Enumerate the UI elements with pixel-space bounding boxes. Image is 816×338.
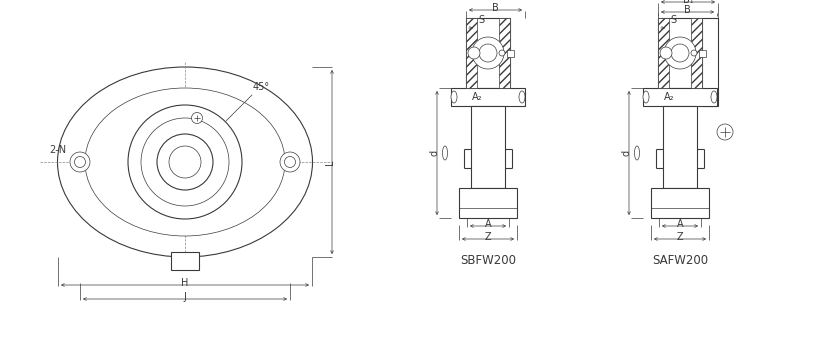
Bar [651, 188, 709, 218]
Text: S: S [670, 15, 676, 25]
Text: B: B [492, 3, 499, 13]
Circle shape [169, 146, 201, 178]
Circle shape [468, 47, 480, 59]
Bar [702, 18, 718, 106]
Circle shape [479, 44, 497, 62]
Text: d: d [430, 150, 440, 156]
Circle shape [280, 152, 300, 172]
Bar [507, 49, 514, 56]
Text: S: S [478, 15, 484, 25]
Text: SBFW200: SBFW200 [460, 254, 516, 266]
Circle shape [671, 44, 689, 62]
Circle shape [74, 156, 86, 168]
Circle shape [285, 156, 295, 168]
Circle shape [157, 134, 213, 190]
Circle shape [472, 37, 504, 69]
Circle shape [499, 50, 505, 56]
Text: B₁: B₁ [683, 0, 694, 5]
Bar [451, 88, 525, 106]
Circle shape [192, 113, 202, 123]
Bar [499, 18, 510, 88]
Bar [171, 252, 199, 270]
Text: d: d [622, 150, 632, 156]
Text: 45°: 45° [253, 82, 270, 92]
Ellipse shape [442, 146, 447, 160]
Ellipse shape [57, 67, 313, 257]
Ellipse shape [643, 91, 649, 103]
Bar [663, 106, 697, 188]
Text: SAFW200: SAFW200 [652, 254, 708, 266]
Ellipse shape [519, 91, 525, 103]
Text: A₂: A₂ [664, 92, 675, 102]
Bar [466, 18, 510, 88]
Bar [658, 18, 702, 88]
Bar [643, 88, 717, 106]
Circle shape [128, 105, 242, 219]
Text: L: L [325, 159, 335, 165]
Text: 2-N: 2-N [49, 145, 66, 155]
Bar [699, 49, 706, 56]
Bar [466, 18, 477, 88]
Ellipse shape [451, 91, 457, 103]
Text: J: J [184, 292, 186, 302]
Text: Z: Z [676, 232, 683, 242]
Bar [459, 188, 517, 218]
Text: A₂: A₂ [472, 92, 482, 102]
Circle shape [141, 118, 229, 206]
Text: H: H [181, 278, 188, 288]
Ellipse shape [85, 88, 285, 236]
Text: Z: Z [485, 232, 491, 242]
Bar [471, 106, 505, 188]
Ellipse shape [711, 91, 717, 103]
Circle shape [717, 124, 733, 140]
Ellipse shape [635, 146, 640, 160]
Text: A: A [485, 219, 491, 229]
Bar [658, 18, 669, 88]
Circle shape [664, 37, 696, 69]
Bar [691, 18, 702, 88]
Text: B: B [684, 5, 691, 15]
Circle shape [691, 50, 697, 56]
Text: A: A [676, 219, 683, 229]
Circle shape [70, 152, 90, 172]
Circle shape [660, 47, 672, 59]
